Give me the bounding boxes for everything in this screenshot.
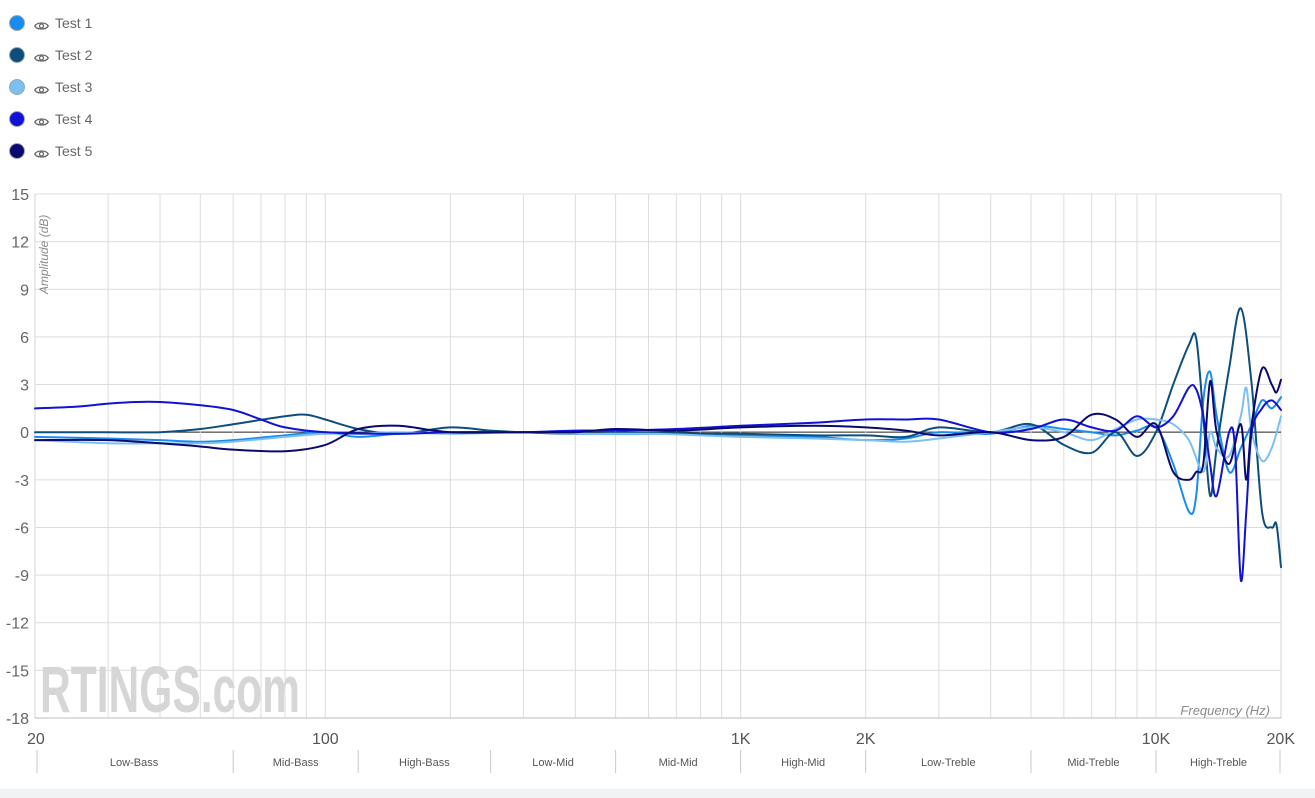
x-tick-label: 1K bbox=[731, 731, 751, 748]
eye-icon[interactable] bbox=[34, 82, 49, 94]
x-axis-label: Frequency (Hz) bbox=[1180, 703, 1270, 718]
y-tick-label: 15 bbox=[11, 187, 29, 204]
legend-item[interactable]: Test 1 bbox=[9, 7, 92, 39]
legend-swatch[interactable] bbox=[9, 15, 25, 31]
band-label: Low-Mid bbox=[532, 757, 574, 769]
x-tick-label: 20K bbox=[1267, 731, 1296, 748]
series-line bbox=[34, 386, 1282, 473]
legend-swatch[interactable] bbox=[9, 111, 25, 127]
series-line bbox=[34, 366, 1282, 481]
legend-label: Test 1 bbox=[55, 15, 93, 31]
y-axis-label: Amplitude (dB) bbox=[37, 215, 51, 295]
y-tick-label: -9 bbox=[15, 568, 29, 585]
legend-label: Test 3 bbox=[55, 79, 93, 95]
band-label: High-Mid bbox=[781, 757, 825, 769]
eye-icon[interactable] bbox=[34, 18, 49, 30]
legend-item[interactable]: Test 4 bbox=[9, 103, 92, 135]
y-tick-label: -3 bbox=[15, 473, 29, 490]
watermark: RTINGS.com bbox=[40, 652, 300, 726]
y-tick-label: 12 bbox=[11, 235, 29, 252]
band-label: Low-Bass bbox=[110, 757, 159, 769]
grid bbox=[34, 193, 1282, 719]
band-label: Low-Treble bbox=[921, 757, 976, 769]
frequency-bands: Low-Bass Mid-Bass High-Bass Low-Mid Mid-Mid H… bbox=[36, 750, 1281, 773]
legend-swatch[interactable] bbox=[9, 143, 25, 159]
legend-label: Test 4 bbox=[55, 111, 93, 127]
eye-icon[interactable] bbox=[34, 146, 49, 158]
y-tick-label: -6 bbox=[15, 520, 29, 537]
y-tick-label: 9 bbox=[20, 282, 29, 299]
y-tick-label: -12 bbox=[6, 616, 29, 633]
plot-border bbox=[34, 193, 1282, 719]
legend-swatch[interactable] bbox=[9, 47, 25, 63]
series-lines bbox=[34, 307, 1282, 583]
x-tick-label: 2K bbox=[856, 731, 876, 748]
x-tick-label: 100 bbox=[312, 731, 339, 748]
legend-label: Test 2 bbox=[55, 47, 93, 63]
eye-icon[interactable] bbox=[34, 114, 49, 126]
x-tick-label: 20 bbox=[27, 731, 45, 748]
eye-icon[interactable] bbox=[34, 50, 49, 62]
band-label: Mid-Bass bbox=[273, 757, 319, 769]
band-label: High-Treble bbox=[1190, 757, 1247, 769]
bottom-strip bbox=[0, 789, 1315, 798]
band-label: High-Bass bbox=[399, 757, 450, 769]
y-tick-label: -18 bbox=[6, 711, 29, 728]
series-line bbox=[34, 383, 1282, 583]
y-tick-label: 6 bbox=[20, 330, 29, 347]
y-tick-label: 0 bbox=[20, 425, 29, 442]
legend-label: Test 5 bbox=[55, 143, 93, 159]
legend-item[interactable]: Test 5 bbox=[9, 135, 92, 167]
x-tick-label: 10K bbox=[1142, 731, 1171, 748]
y-tick-label: -15 bbox=[6, 663, 29, 680]
legend-item[interactable]: Test 2 bbox=[9, 39, 92, 71]
legend: Test 1 Test 2 Test 3 Test 4 Test 5 bbox=[9, 7, 92, 167]
axes: 15 12 9 6 3 0 -3 -6 -9 -12 -15 -18 20 100 1K 2K 10K 20K bbox=[6, 187, 1295, 748]
band-label: Mid-Treble bbox=[1067, 757, 1119, 769]
legend-swatch[interactable] bbox=[9, 79, 25, 95]
series-line bbox=[34, 307, 1282, 569]
y-tick-label: 3 bbox=[20, 378, 29, 395]
band-label: Mid-Mid bbox=[659, 757, 698, 769]
legend-item[interactable]: Test 3 bbox=[9, 71, 92, 103]
